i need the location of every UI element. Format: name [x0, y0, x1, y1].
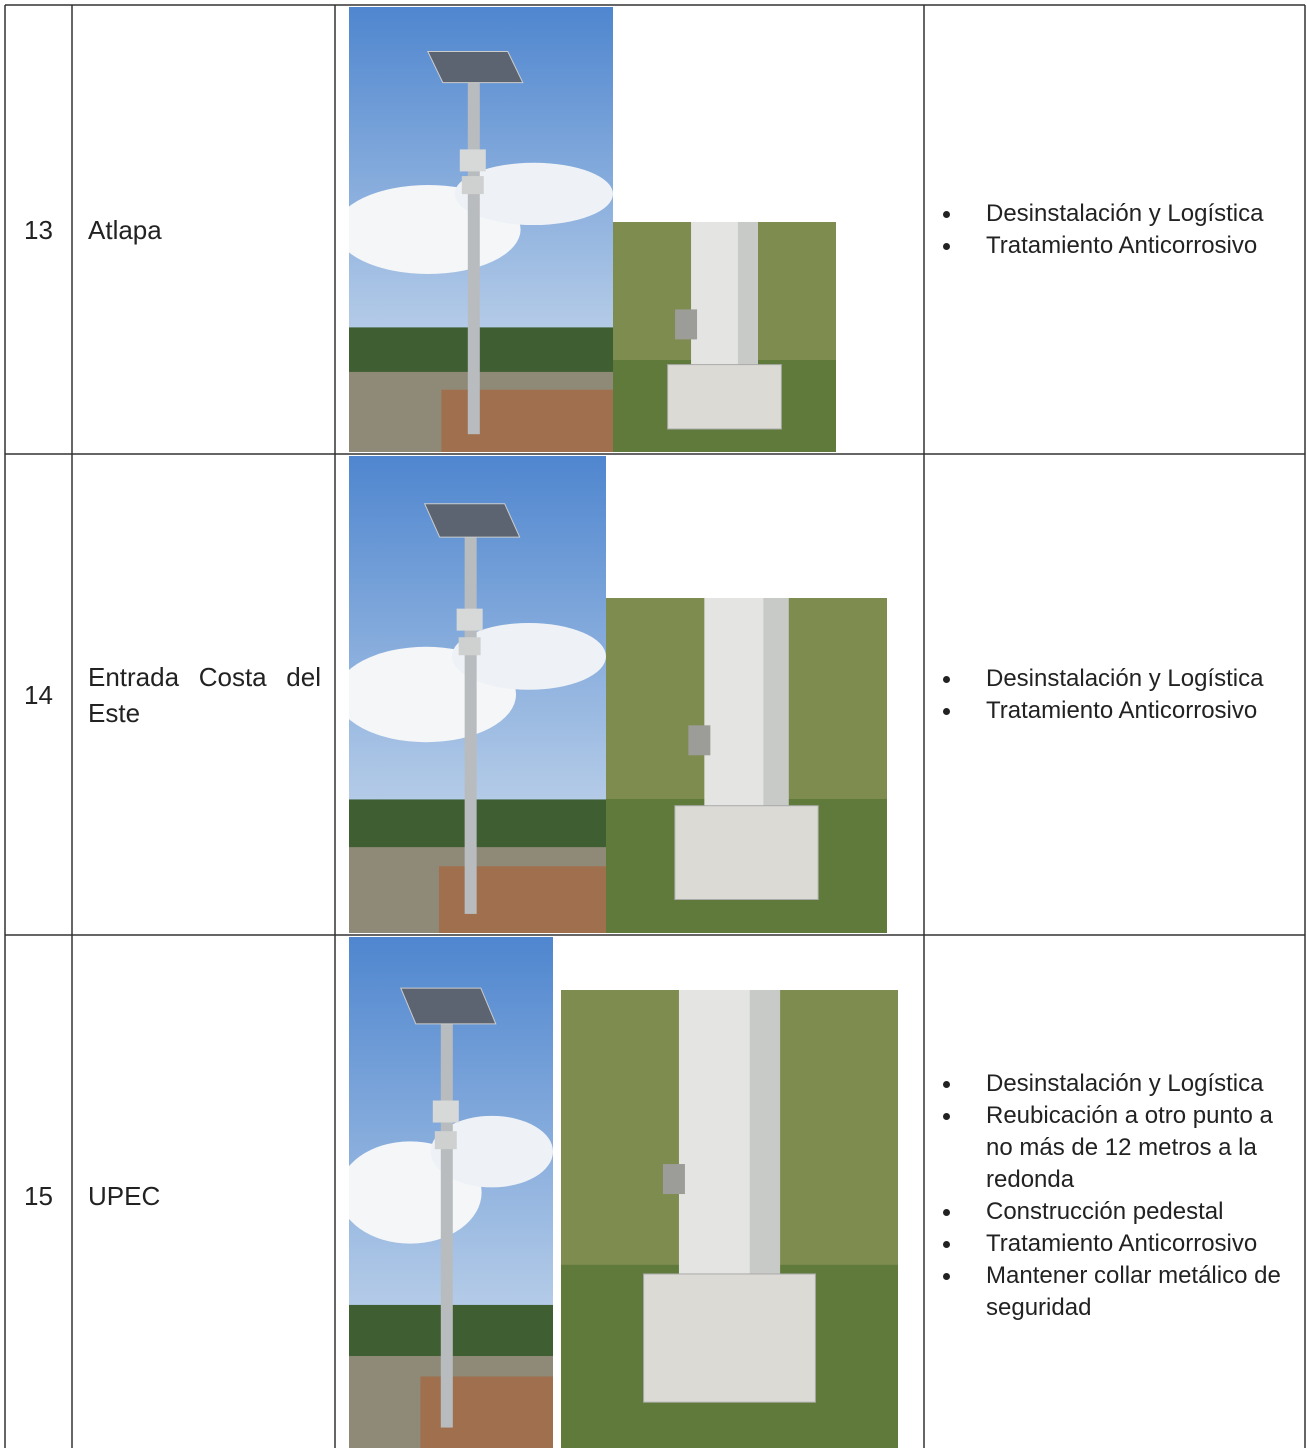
box [688, 725, 711, 756]
pedestal [643, 1273, 816, 1403]
photo [606, 598, 887, 933]
cloud [454, 162, 613, 226]
action-item: Tratamiento Anticorrosivo [942, 230, 1267, 262]
solar-panel [423, 503, 521, 538]
location: Atlapa [88, 214, 162, 245]
box [458, 637, 481, 656]
action-item: Desinstalación y Logística [942, 198, 1267, 230]
row-number: 14 [24, 679, 53, 710]
grass [420, 1376, 553, 1448]
row-number: 13 [24, 214, 53, 245]
action-item: Reubicación a otro punto a no más de 12 … [943, 1100, 1305, 1196]
row-number: 15 [24, 1180, 53, 1211]
actions-cell: Desinstalación y Logística Tratamiento An… [924, 454, 1305, 935]
action-list: Desinstalación y Logística Reubicación a … [924, 1068, 1305, 1324]
actions-cell: Desinstalación y Logística Tratamiento An… [924, 5, 1305, 454]
action-list: Desinstalación y Logística Tratamiento An… [924, 198, 1267, 262]
pole-shade [749, 990, 781, 1311]
action-item: Desinstalación y Logística [943, 1068, 1305, 1100]
photo [349, 7, 613, 452]
solar-panel [400, 987, 497, 1025]
pedestal [674, 805, 819, 901]
location: Entrada Costa del Este [88, 661, 321, 728]
action-list: Desinstalación y Logística Tratamiento An… [924, 663, 1267, 727]
cloud [430, 1115, 553, 1188]
box [459, 149, 486, 172]
box [662, 1164, 685, 1195]
action-item: Desinstalación y Logística [942, 663, 1267, 695]
pole-shade [763, 598, 789, 833]
grass [441, 389, 613, 452]
actions-cell: Desinstalación y Logística Reubicación a … [924, 935, 1305, 1448]
pole [467, 78, 480, 435]
photo [561, 990, 898, 1448]
action-item: Construcción pedestal [943, 1196, 1305, 1228]
photo [349, 456, 606, 933]
photo [613, 222, 836, 452]
action-item: Tratamiento Anticorrosivo [942, 695, 1267, 727]
location-cell: UPEC [88, 935, 335, 1448]
pole [464, 532, 477, 914]
box [461, 176, 484, 195]
action-item: Tratamiento Anticorrosivo [943, 1228, 1305, 1260]
box [432, 1100, 459, 1123]
location-cell: Entrada Costa del Este [88, 454, 335, 935]
action-item: Mantener collar metálico de seguridad [943, 1260, 1305, 1324]
box [675, 309, 698, 340]
pole-shade [737, 222, 758, 383]
box [434, 1131, 457, 1150]
location-cell: Atlapa [88, 5, 335, 454]
pole [440, 1018, 453, 1428]
pedestal [667, 364, 782, 430]
location: UPEC [88, 1180, 161, 1211]
box [456, 608, 483, 631]
photo [349, 937, 553, 1448]
grass [438, 866, 606, 933]
solar-panel [427, 51, 524, 84]
cloud [451, 622, 606, 690]
